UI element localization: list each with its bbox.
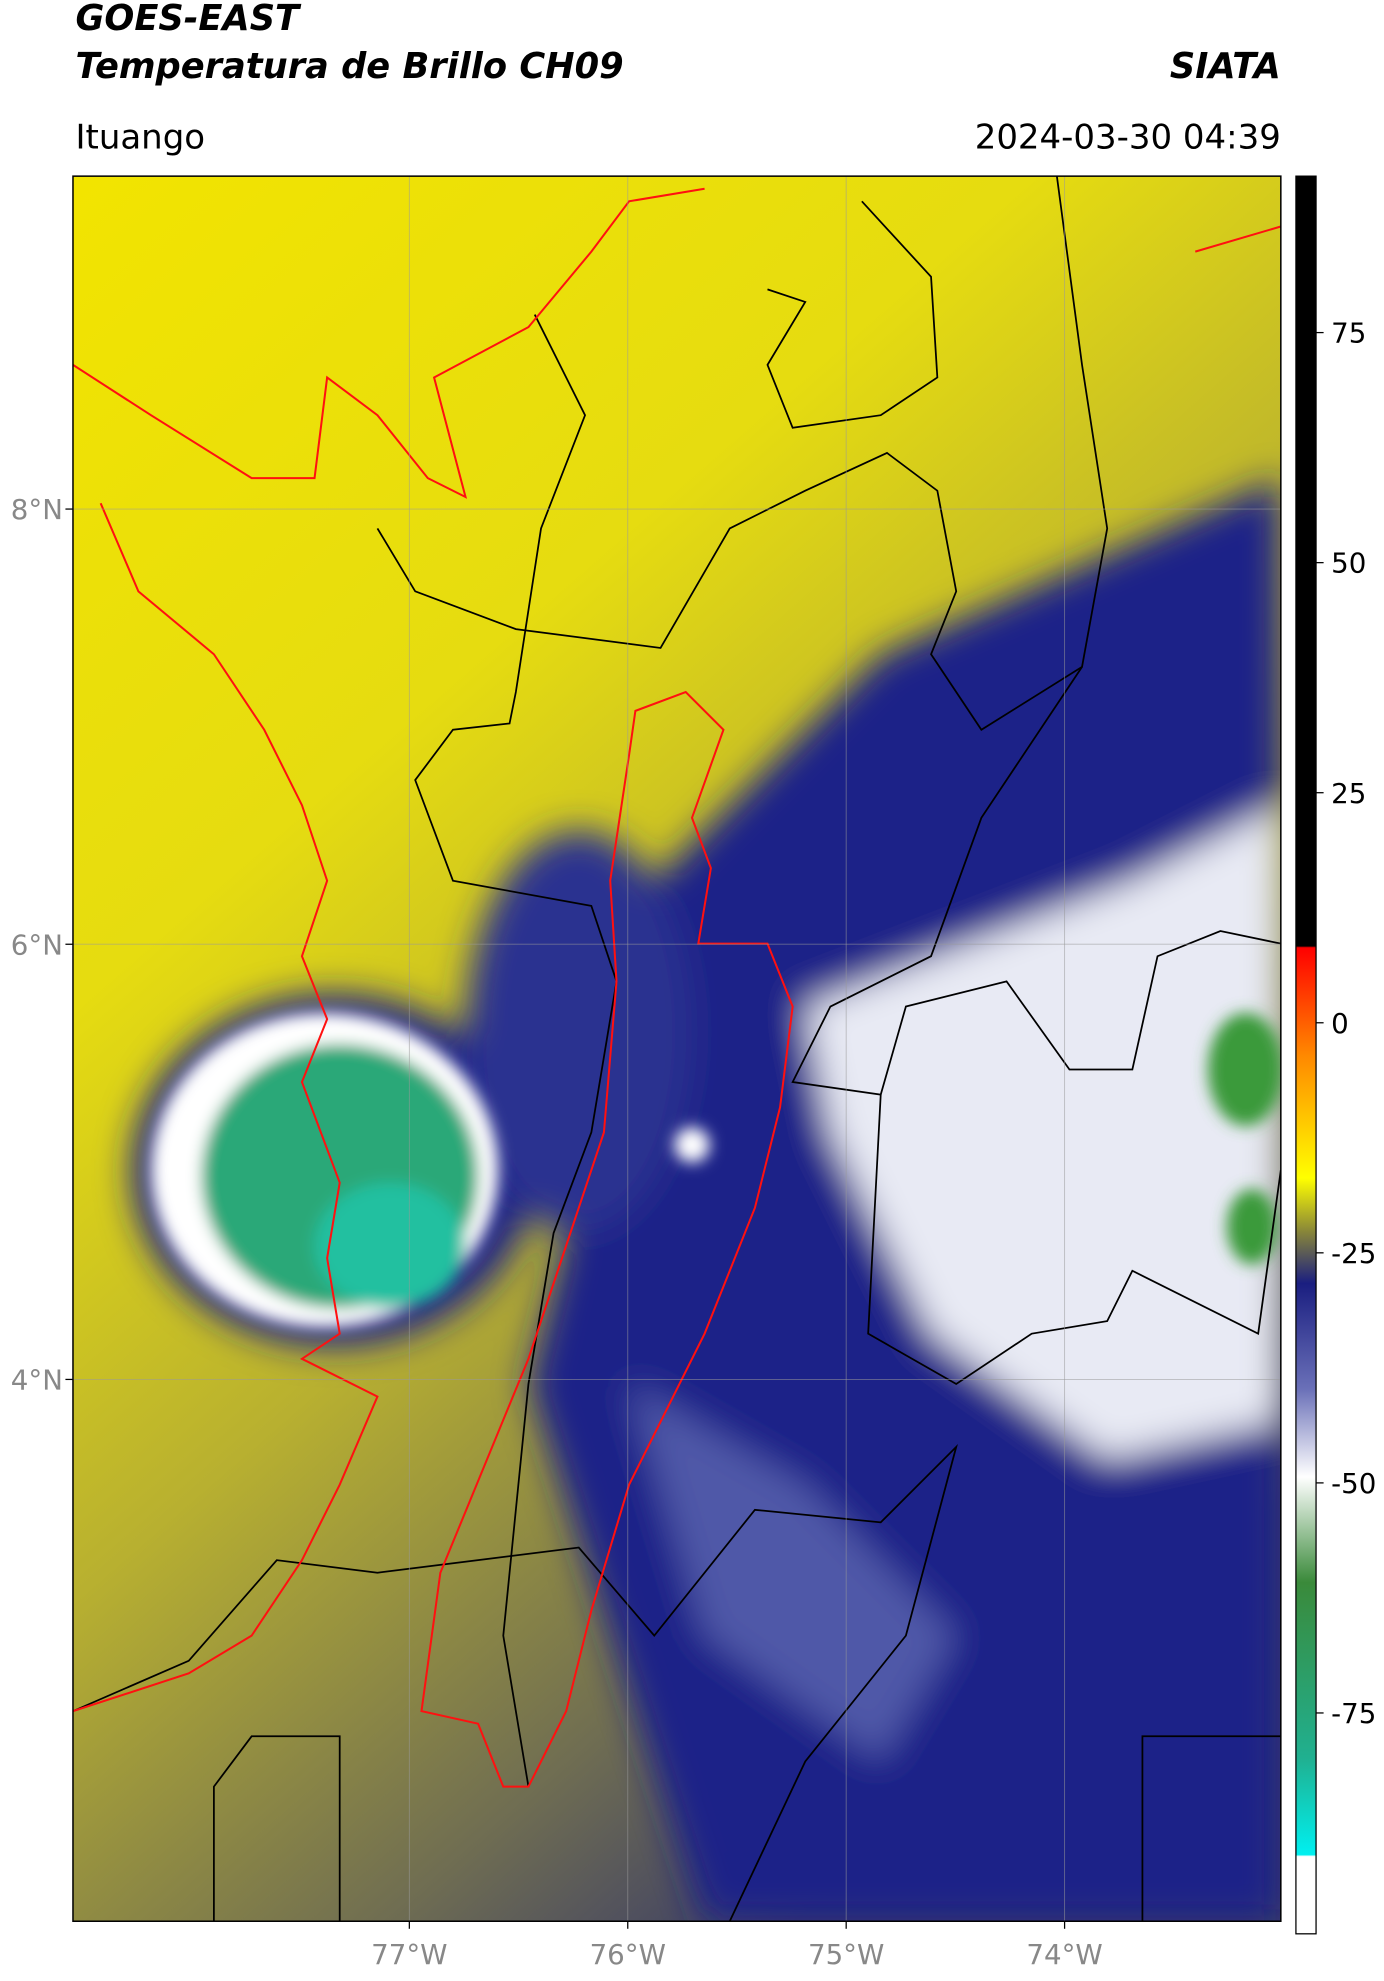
colorbar-tick-label: 0: [1331, 1007, 1349, 1040]
colorbar-tick-label: -75: [1331, 1697, 1376, 1730]
colorbar-tick-label: 50: [1331, 547, 1366, 580]
satellite-image: [72, 176, 1281, 1922]
colorbar-tick-label: -50: [1331, 1467, 1376, 1500]
colorbar-tick-label: -25: [1331, 1237, 1376, 1270]
colorbar: [1295, 175, 1317, 1935]
lon-tick-label: 74°W: [1026, 1938, 1102, 1971]
subtitle: Temperatura de Brillo CH09: [75, 46, 623, 87]
map-frame: [72, 175, 1282, 1922]
coastline: [72, 187, 1281, 1788]
lat-tick-label: 4°N: [11, 1363, 63, 1396]
colorbar-tick-label: 75: [1331, 317, 1366, 350]
title: GOES-EAST: [75, 0, 302, 39]
source: SIATA: [1170, 46, 1281, 87]
lon-tick-label: 77°W: [371, 1938, 447, 1971]
lat-tick-label: 6°N: [11, 928, 63, 961]
lat-tick-label: 8°N: [11, 493, 63, 526]
admin-borders: [72, 176, 1281, 1922]
graticule: [72, 176, 1281, 1922]
lon-tick-label: 75°W: [808, 1938, 884, 1971]
colorbar-tick-label: 25: [1331, 777, 1366, 810]
datetime: 2024-03-30 04:39: [975, 117, 1281, 157]
lon-tick-label: 76°W: [590, 1938, 666, 1971]
region: Ituango: [75, 117, 205, 157]
